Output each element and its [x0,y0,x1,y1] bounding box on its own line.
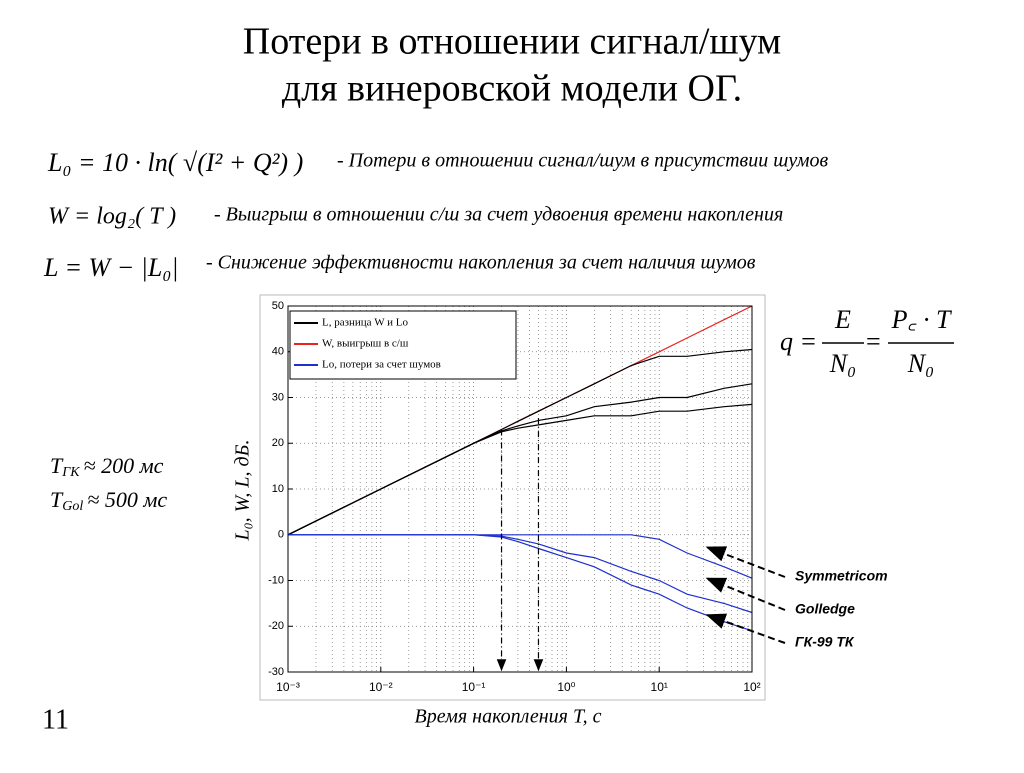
t-sub: ГК [61,465,80,480]
x-tick-label: 10⁻² [369,680,393,694]
x-tick-label: 10⁰ [557,680,575,694]
q-num: E [834,305,851,334]
y-tick-label: 20 [272,437,284,449]
time-note: TGol ≈ 500 мс [50,487,167,514]
t-rest: ≈ 200 мс [84,453,164,478]
axes-frame [287,305,753,673]
plot: -30 -20 -10 0 10 20 30 40 50 10⁻³ 10⁻² 10⁻¹ 10⁰ 10¹ 10… [268,300,761,694]
q-num: P꜀ · T [891,305,952,334]
annotation-arrow [705,577,786,611]
annotation: Golledge [795,601,855,617]
y-tick-label: 10 [272,483,284,495]
formula-desc: - Снижение эффективности накопления за с… [206,252,756,274]
x-tick-label: 10⁻³ [276,680,300,694]
t-sub: Gol [62,499,83,514]
q-den: N₀ [829,349,856,378]
y-axis-label: L₀, W, L, дБ. [232,440,254,542]
annotation: Symmetricom [795,568,888,584]
legend-box [289,310,517,380]
series-line [288,534,753,632]
title-line: Потери в отношении сигнал/шум [243,21,781,63]
formula: L = W − |L₀| [43,253,179,282]
y-tick-label: 50 [272,300,284,312]
page-number: 11 [42,704,69,735]
x-tick-label: 10¹ [651,680,668,694]
x-axis-label: Время накопления T, с [414,706,601,728]
q-lhs: q = [780,327,817,356]
legend-label: W, выигрыш в с/ш [322,338,409,350]
formula: L₀ = 10 · ln( √(I² + Q²) ) [47,148,303,177]
y-tick-label: -10 [268,574,284,586]
y-tick-label: 40 [272,346,284,358]
x-tick-label: 10⁻¹ [462,680,486,694]
y-tick-label: 0 [278,529,284,541]
series-line [287,403,753,536]
annotation-arrow [705,546,786,578]
q-eq: = [866,327,881,356]
time-note: TГК ≈ 200 мс [50,453,164,480]
y-tick-label: -20 [268,620,284,632]
formula-desc: - Потери в отношении сигнал/шум в присут… [337,150,828,172]
y-tick-label: 30 [272,391,284,403]
q-den: N₀ [907,349,934,378]
legend-label: L, разница W и Lo [322,317,409,329]
annotation: ГК-99 ТК [795,634,855,650]
legend-label: Lo, потери за счет шумов [322,359,441,371]
formula-desc: - Выигрыш в отношении с/ш за счет удвоен… [214,204,783,226]
t-sym: T [50,487,64,512]
x-tick-label: 10² [743,680,760,694]
t-rest: ≈ 500 мс [87,487,167,512]
annotation-arrow [705,613,786,644]
y-tick-label: -30 [268,666,284,678]
t-sym: T [50,453,64,478]
formula: W = log₂( T ) [48,204,176,230]
title-line: для винеровской модели ОГ. [282,68,742,110]
